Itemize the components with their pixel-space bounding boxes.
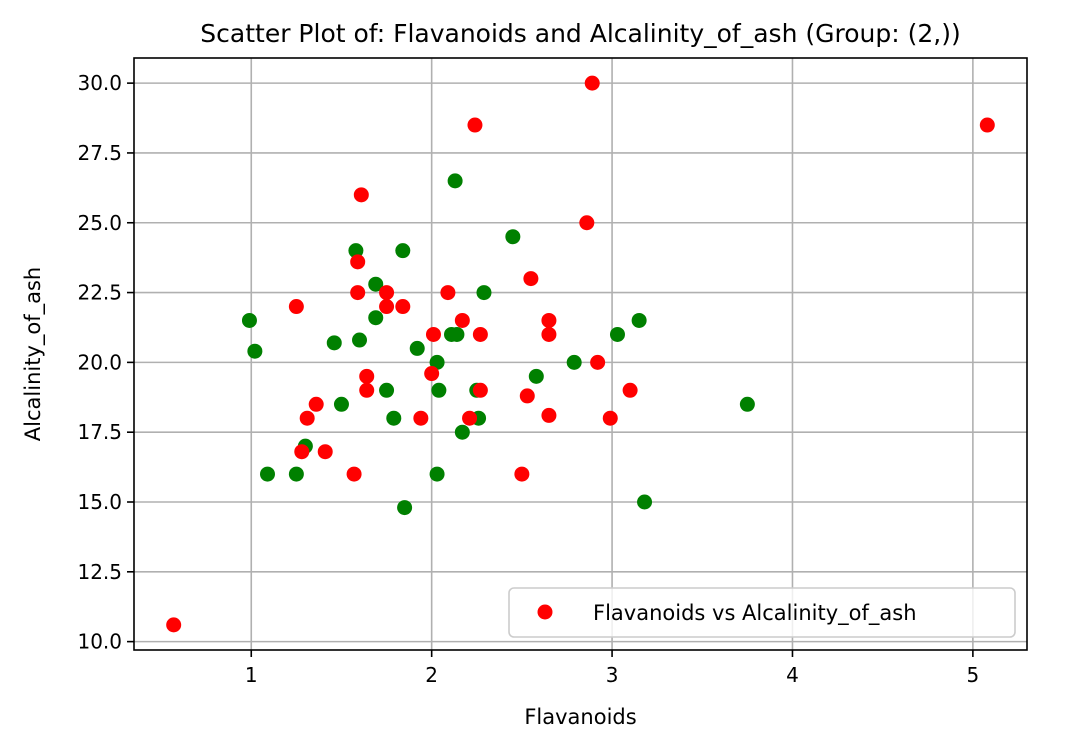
green-scatter-point xyxy=(241,312,257,328)
red-scatter-point xyxy=(379,285,395,301)
green-scatter-point xyxy=(449,326,465,342)
ticks-layer: 1 2 3 4 5 10.0 12.5 15.0 17.5 20.0 22.5 25.0 27.5 30.… xyxy=(77,71,979,687)
legend: Flavanoids vs Alcalinity_of_ash xyxy=(508,587,1016,638)
x-tick-label: 5 xyxy=(967,663,980,687)
green-scatter-point xyxy=(333,396,349,412)
green-scatter-point xyxy=(609,326,625,342)
green-scatter-point xyxy=(326,335,342,351)
green-scatter-point xyxy=(631,312,647,328)
red-scatter-point xyxy=(541,312,557,328)
y-tick-label: 20.0 xyxy=(77,350,122,374)
red-scatter-point xyxy=(395,299,411,315)
red-scatter-point xyxy=(346,466,362,482)
green-scatter-point xyxy=(397,500,413,516)
green-scatter-point xyxy=(566,354,582,370)
red-scatter-point xyxy=(350,254,366,270)
red-scatter-point xyxy=(359,382,375,398)
green-scatter-point xyxy=(386,410,402,426)
red-scatter-point xyxy=(425,326,441,342)
red-scatter-point xyxy=(317,444,333,460)
legend-marker xyxy=(537,604,553,620)
green-scatter-point xyxy=(259,466,275,482)
red-scatter-point xyxy=(299,410,315,426)
y-axis-label: Alcalinity_of_ash xyxy=(21,267,46,441)
red-scatter-point xyxy=(602,410,618,426)
green-scatter-point xyxy=(247,343,263,359)
red-scatter-point xyxy=(462,410,478,426)
green-scatter-point xyxy=(409,340,425,356)
x-axis-label: Flavanoids xyxy=(524,705,636,729)
red-scatter-point xyxy=(590,354,606,370)
legend-box xyxy=(508,587,1016,638)
y-tick-label: 10.0 xyxy=(77,630,122,654)
y-tick-label: 22.5 xyxy=(77,281,122,305)
grid-layer xyxy=(134,58,1027,650)
green-scatter-point xyxy=(368,310,384,326)
green-scatter-point xyxy=(348,243,364,259)
red-scatter-point xyxy=(350,285,366,301)
green-scatter-point xyxy=(395,243,411,259)
x-tick-label: 4 xyxy=(786,663,799,687)
green-scatter-point xyxy=(429,466,445,482)
chart-title: Scatter Plot of: Flavanoids and Alcalini… xyxy=(200,19,960,48)
red-scatter-point xyxy=(440,285,456,301)
green-scatter-point xyxy=(739,396,755,412)
red-scatter-point xyxy=(353,187,369,203)
green-scatter-point xyxy=(379,382,395,398)
x-tick-label: 3 xyxy=(606,663,619,687)
red-scatter-point xyxy=(979,117,995,133)
red-scatter-point xyxy=(166,617,182,633)
red-scatter-point xyxy=(308,396,324,412)
red-scatter-point xyxy=(584,75,600,91)
red-scatter-point xyxy=(359,368,375,384)
red-scatter-point xyxy=(519,388,535,404)
red-scatter-point xyxy=(379,299,395,315)
green-scatter-point xyxy=(352,332,368,348)
green-scatter-point xyxy=(528,368,544,384)
red-scatter-point xyxy=(413,410,429,426)
red-scatter-point xyxy=(294,444,310,460)
red-scatter-point xyxy=(541,326,557,342)
red-scatter-point xyxy=(472,382,488,398)
y-tick-label: 17.5 xyxy=(77,420,122,444)
red-scatter-point xyxy=(288,299,304,315)
red-scatter-point xyxy=(514,466,530,482)
red-scatter-point xyxy=(579,215,595,231)
red-scatter-point xyxy=(472,326,488,342)
legend-label: Flavanoids vs Alcalinity_of_ash xyxy=(593,601,917,626)
y-tick-label: 27.5 xyxy=(77,141,122,165)
green-scatter-point xyxy=(637,494,653,510)
points-layer xyxy=(166,75,995,633)
red-scatter-point xyxy=(622,382,638,398)
red-scatter-point xyxy=(541,407,557,423)
plot-frame xyxy=(133,57,1028,651)
y-tick-label: 12.5 xyxy=(77,560,122,584)
y-tick-label: 25.0 xyxy=(77,211,122,235)
red-scatter-point xyxy=(523,271,539,287)
green-scatter-point xyxy=(447,173,463,189)
red-scatter-point xyxy=(467,117,483,133)
x-tick-label: 2 xyxy=(425,663,438,687)
red-scatter-point xyxy=(424,366,440,382)
red-scatter-point xyxy=(454,312,470,328)
x-tick-label: 1 xyxy=(245,663,258,687)
y-tick-label: 30.0 xyxy=(77,71,122,95)
green-scatter-point xyxy=(476,285,492,301)
y-tick-label: 15.0 xyxy=(77,490,122,514)
green-scatter-point xyxy=(429,354,445,370)
green-scatter-point xyxy=(288,466,304,482)
green-scatter-point xyxy=(505,229,521,245)
green-scatter-point xyxy=(368,276,384,292)
green-scatter-point xyxy=(431,382,447,398)
green-scatter-point xyxy=(454,424,470,440)
